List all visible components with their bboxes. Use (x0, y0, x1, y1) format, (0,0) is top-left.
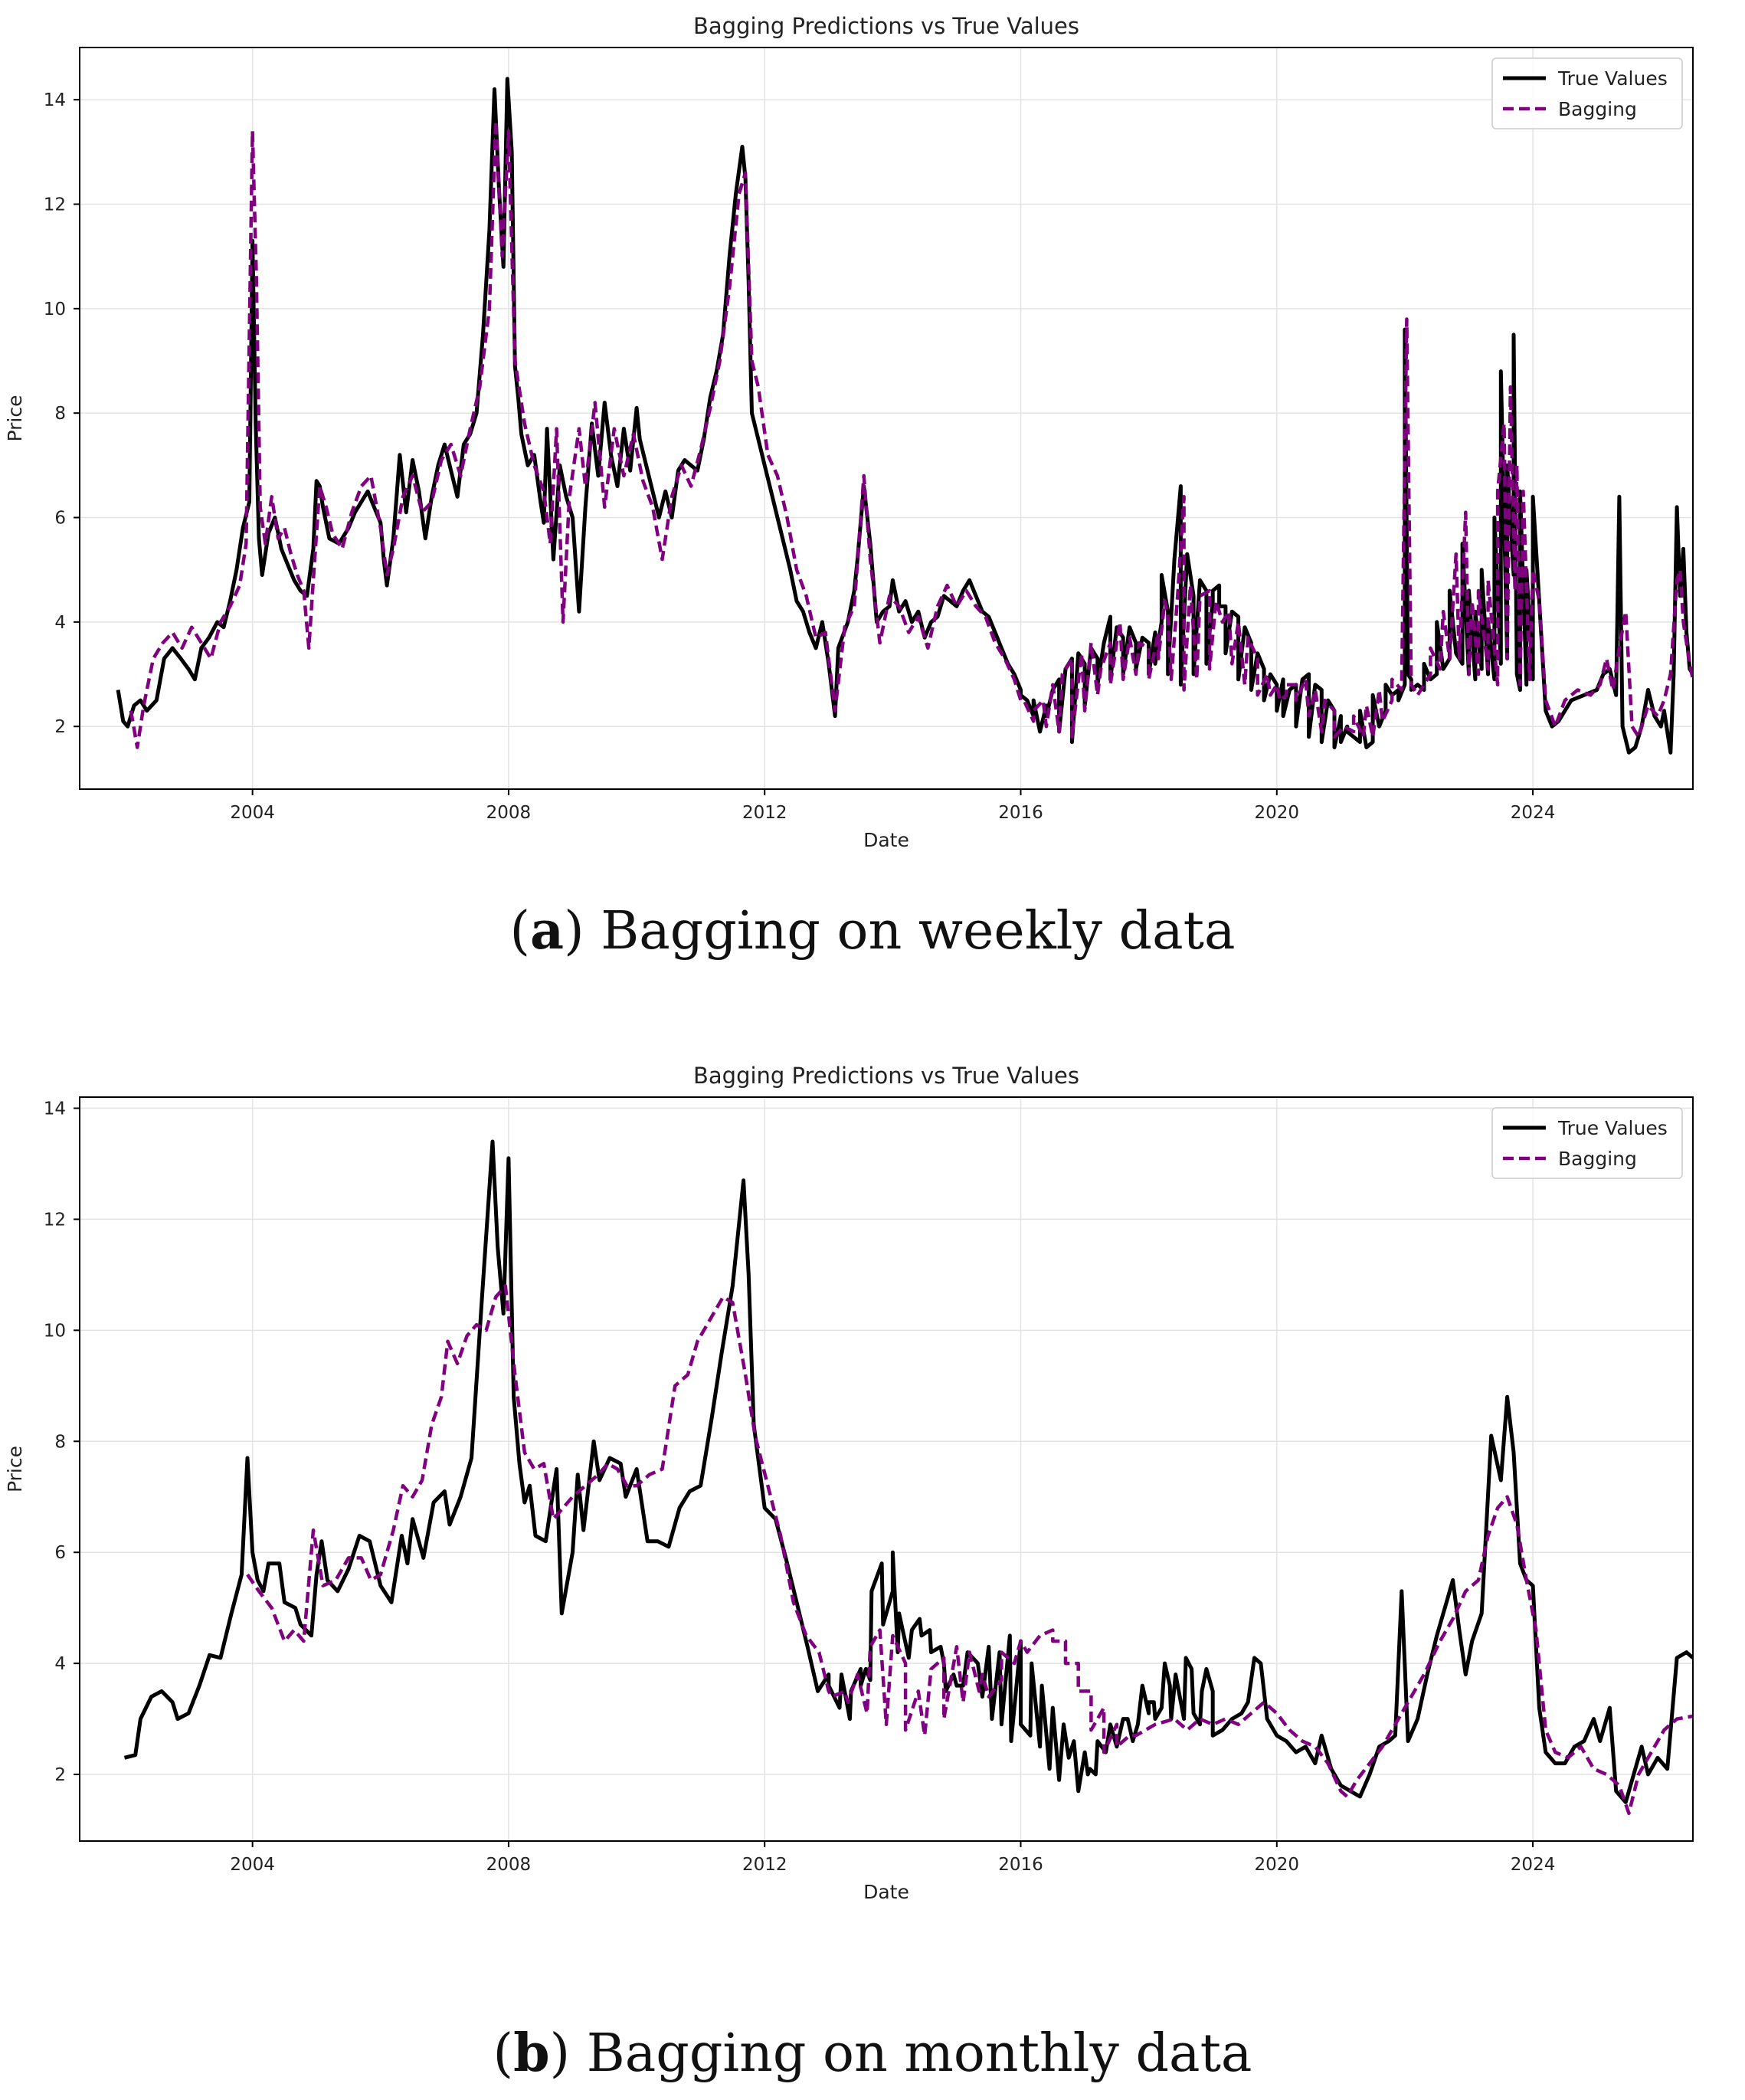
monthly-legend: True Values Bagging (1491, 1107, 1683, 1179)
monthly-legend-box (1491, 1107, 1683, 1179)
weekly-ytick-label-2: 6 (54, 509, 66, 529)
weekly-legend-label-0: True Values (1557, 67, 1668, 90)
weekly-xtick-label-2: 2012 (742, 803, 787, 823)
monthly-ytick-label-0: 2 (54, 1765, 66, 1785)
weekly-ytick-label-3: 8 (54, 404, 66, 424)
weekly-y-axis-label: Price (4, 395, 26, 442)
monthly-y-axis-label: Price (4, 1446, 26, 1492)
monthly-x-axis-label: Date (863, 1881, 909, 1903)
monthly-series-true-values-line (123, 1139, 1693, 1804)
caption-b-text: Bagging on monthly data (586, 2023, 1252, 2084)
monthly-xtick-label-2: 2012 (742, 1855, 787, 1875)
monthly-xtick-label-0: 2004 (230, 1855, 275, 1875)
monthly-chart: 2004 2008 2012 2016 2020 2024 2 4 6 8 10 12 14 Baggin… (4, 1063, 1694, 1903)
weekly-xtick-label-0: 2004 (230, 803, 275, 823)
monthly-xtick-label-4: 2020 (1255, 1855, 1300, 1875)
monthly-legend-label-0: True Values (1557, 1117, 1668, 1139)
weekly-plot-frame (79, 47, 1694, 790)
caption-b-letter: b (513, 2023, 550, 2084)
monthly-ytick-label-5: 12 (44, 1210, 66, 1230)
weekly-x-axis-label: Date (863, 829, 909, 851)
weekly-xtick-label-5: 2024 (1511, 803, 1556, 823)
weekly-series-true-values-line (116, 77, 1693, 755)
weekly-xtick-label-1: 2008 (486, 803, 532, 823)
monthly-ytick-label-1: 4 (54, 1654, 66, 1674)
weekly-xtick-label-4: 2020 (1255, 803, 1300, 823)
caption-a: (a) Bagging on weekly data (509, 900, 1236, 962)
monthly-ytick-label-2: 6 (54, 1543, 66, 1563)
weekly-legend-label-1: Bagging (1558, 98, 1637, 120)
monthly-series-bagging-line (246, 1284, 1693, 1816)
monthly-ytick-label-4: 10 (44, 1321, 66, 1341)
weekly-chart: 2004 2008 2012 2016 2020 2024 2 4 6 8 10 12 14 Baggin… (4, 13, 1694, 851)
weekly-ytick-label-4: 10 (44, 300, 66, 319)
weekly-ytick-label-1: 4 (54, 613, 66, 633)
weekly-legend: True Values Bagging (1491, 57, 1683, 129)
weekly-ytick-label-5: 12 (44, 195, 66, 215)
weekly-chart-title: Bagging Predictions vs True Values (693, 13, 1079, 39)
caption-a-letter: a (530, 900, 565, 962)
caption-b: (b) Bagging on monthly data (493, 2023, 1252, 2084)
monthly-ytick-label-6: 14 (44, 1099, 66, 1119)
weekly-legend-box (1491, 57, 1683, 129)
monthly-legend-label-1: Bagging (1558, 1148, 1637, 1170)
monthly-plot-frame (79, 1096, 1694, 1842)
weekly-ytick-label-0: 2 (54, 717, 66, 737)
monthly-xtick-label-3: 2016 (998, 1855, 1043, 1875)
weekly-xtick-label-3: 2016 (998, 803, 1043, 823)
figure-panel-a: 2004 2008 2012 2016 2020 2024 2 4 6 8 10 12 14 Baggin… (4, 13, 1694, 962)
weekly-series-bagging-line (129, 119, 1693, 749)
figure-panel-b: 2004 2008 2012 2016 2020 2024 2 4 6 8 10 12 14 Baggin… (0, 1050, 1745, 2100)
monthly-ytick-label-3: 8 (54, 1432, 66, 1452)
monthly-xtick-label-5: 2024 (1511, 1855, 1556, 1875)
weekly-ytick-label-6: 14 (44, 90, 66, 110)
caption-a-text: Bagging on weekly data (601, 901, 1236, 962)
monthly-xtick-label-1: 2008 (486, 1855, 532, 1875)
monthly-chart-title: Bagging Predictions vs True Values (693, 1063, 1079, 1089)
